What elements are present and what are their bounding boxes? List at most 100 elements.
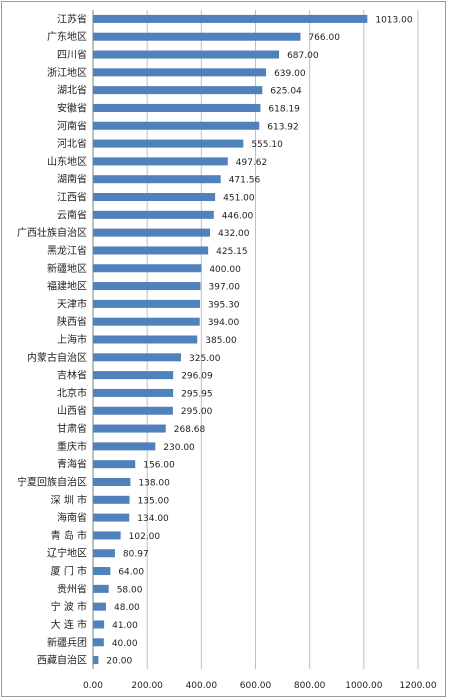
data-label: 268.68 (174, 425, 206, 435)
category-label: 江苏省 (57, 12, 87, 25)
x-tick-label: 1200.00 (399, 681, 436, 691)
bar (93, 193, 216, 202)
data-label: 20.00 (106, 657, 132, 667)
bar (93, 531, 121, 540)
x-tick-label: 1000.00 (345, 681, 382, 691)
data-label: 397.00 (209, 283, 241, 293)
bar (93, 495, 130, 504)
bar (93, 656, 99, 665)
bar (93, 50, 280, 59)
bar (93, 32, 301, 41)
x-tick-label: 0.00 (83, 681, 103, 691)
category-label: 山西省 (57, 404, 87, 417)
bar (93, 406, 173, 415)
data-label: 497.62 (236, 158, 268, 168)
data-label: 296.09 (181, 372, 213, 382)
data-label: 625.04 (270, 87, 302, 97)
category-label: 北京市 (57, 386, 87, 399)
x-tick-label: 600.00 (240, 681, 272, 691)
category-label: 浙江地区 (47, 66, 87, 79)
x-tick-label: 200.00 (131, 681, 163, 691)
x-tick-label: 800.00 (294, 681, 326, 691)
bar (93, 157, 228, 166)
category-label: 山东地区 (47, 155, 87, 168)
bar (93, 460, 136, 469)
x-tick-label: 400.00 (186, 681, 218, 691)
data-label: 156.00 (143, 461, 175, 471)
category-label: 广东地区 (47, 30, 87, 43)
category-label: 深 圳 市 (51, 493, 87, 506)
data-label: 102.00 (129, 532, 161, 542)
category-label: 安徽省 (57, 101, 87, 114)
bar (93, 424, 166, 433)
data-label: 135.00 (138, 496, 170, 506)
data-label: 446.00 (222, 211, 254, 221)
bar (93, 335, 198, 344)
category-labels: 江苏省广东地区四川省浙江地区湖北省安徽省河南省河北省山东地区湖南省江西省云南省广… (17, 12, 87, 666)
bar (93, 353, 182, 362)
category-label: 厦 门 市 (51, 565, 87, 578)
data-label: 766.00 (308, 33, 340, 43)
category-label: 四川省 (57, 48, 87, 61)
data-label: 395.30 (208, 300, 240, 310)
data-label: 41.00 (112, 621, 138, 631)
category-label: 黑龙江省 (47, 244, 87, 257)
bar (93, 317, 200, 326)
category-label: 辽宁地区 (47, 547, 87, 560)
category-label: 重庆市 (57, 440, 87, 453)
category-label: 江西省 (57, 191, 87, 204)
bar (93, 264, 202, 273)
bar (93, 513, 130, 522)
category-label: 陕西省 (57, 315, 87, 328)
bar (93, 371, 174, 380)
category-label: 内蒙古自治区 (27, 351, 87, 364)
category-label: 海南省 (57, 511, 87, 524)
category-label: 大 连 市 (51, 618, 87, 631)
bar (93, 549, 115, 558)
data-label: 618.19 (268, 104, 300, 114)
category-label: 福建地区 (47, 280, 87, 293)
bar (93, 210, 214, 219)
category-label: 广西壮族自治区 (17, 226, 87, 239)
data-label: 555.10 (251, 140, 283, 150)
category-label: 天津市 (57, 297, 87, 310)
category-label: 吉林省 (57, 369, 87, 382)
category-label: 上海市 (57, 333, 87, 346)
data-label: 134.00 (137, 514, 169, 524)
bar (93, 282, 201, 291)
category-label: 贵州省 (57, 582, 87, 595)
data-label: 48.00 (114, 603, 140, 613)
bar (93, 442, 156, 451)
data-label: 687.00 (287, 51, 319, 61)
bar (93, 68, 267, 77)
data-label: 400.00 (209, 265, 241, 275)
bar (93, 567, 111, 576)
bar (93, 388, 174, 397)
data-label: 385.00 (205, 336, 237, 346)
x-axis-ticks: 0.00 200.00 400.00 600.00 800.00 1000.00 1200.… (83, 681, 437, 691)
category-label: 新疆兵团 (47, 636, 87, 649)
category-label: 青海省 (57, 458, 87, 471)
bar (93, 602, 106, 611)
data-label: 613.92 (267, 122, 299, 132)
data-label: 394.00 (208, 318, 240, 328)
data-label: 425.15 (216, 247, 248, 257)
data-label: 295.95 (181, 389, 213, 399)
category-label: 云南省 (57, 208, 87, 221)
bar (93, 228, 210, 237)
data-label: 432.00 (218, 229, 250, 239)
category-label: 青 岛 市 (51, 529, 87, 542)
bar (93, 299, 201, 308)
bar (93, 638, 104, 647)
bar (93, 477, 131, 486)
bar (93, 584, 109, 593)
bar (93, 175, 221, 184)
data-label: 138.00 (138, 478, 170, 488)
data-label: 295.00 (181, 407, 213, 417)
gridlines (146, 10, 419, 669)
data-label: 639.00 (274, 69, 306, 79)
data-label: 64.00 (118, 568, 144, 578)
bar (93, 620, 105, 629)
